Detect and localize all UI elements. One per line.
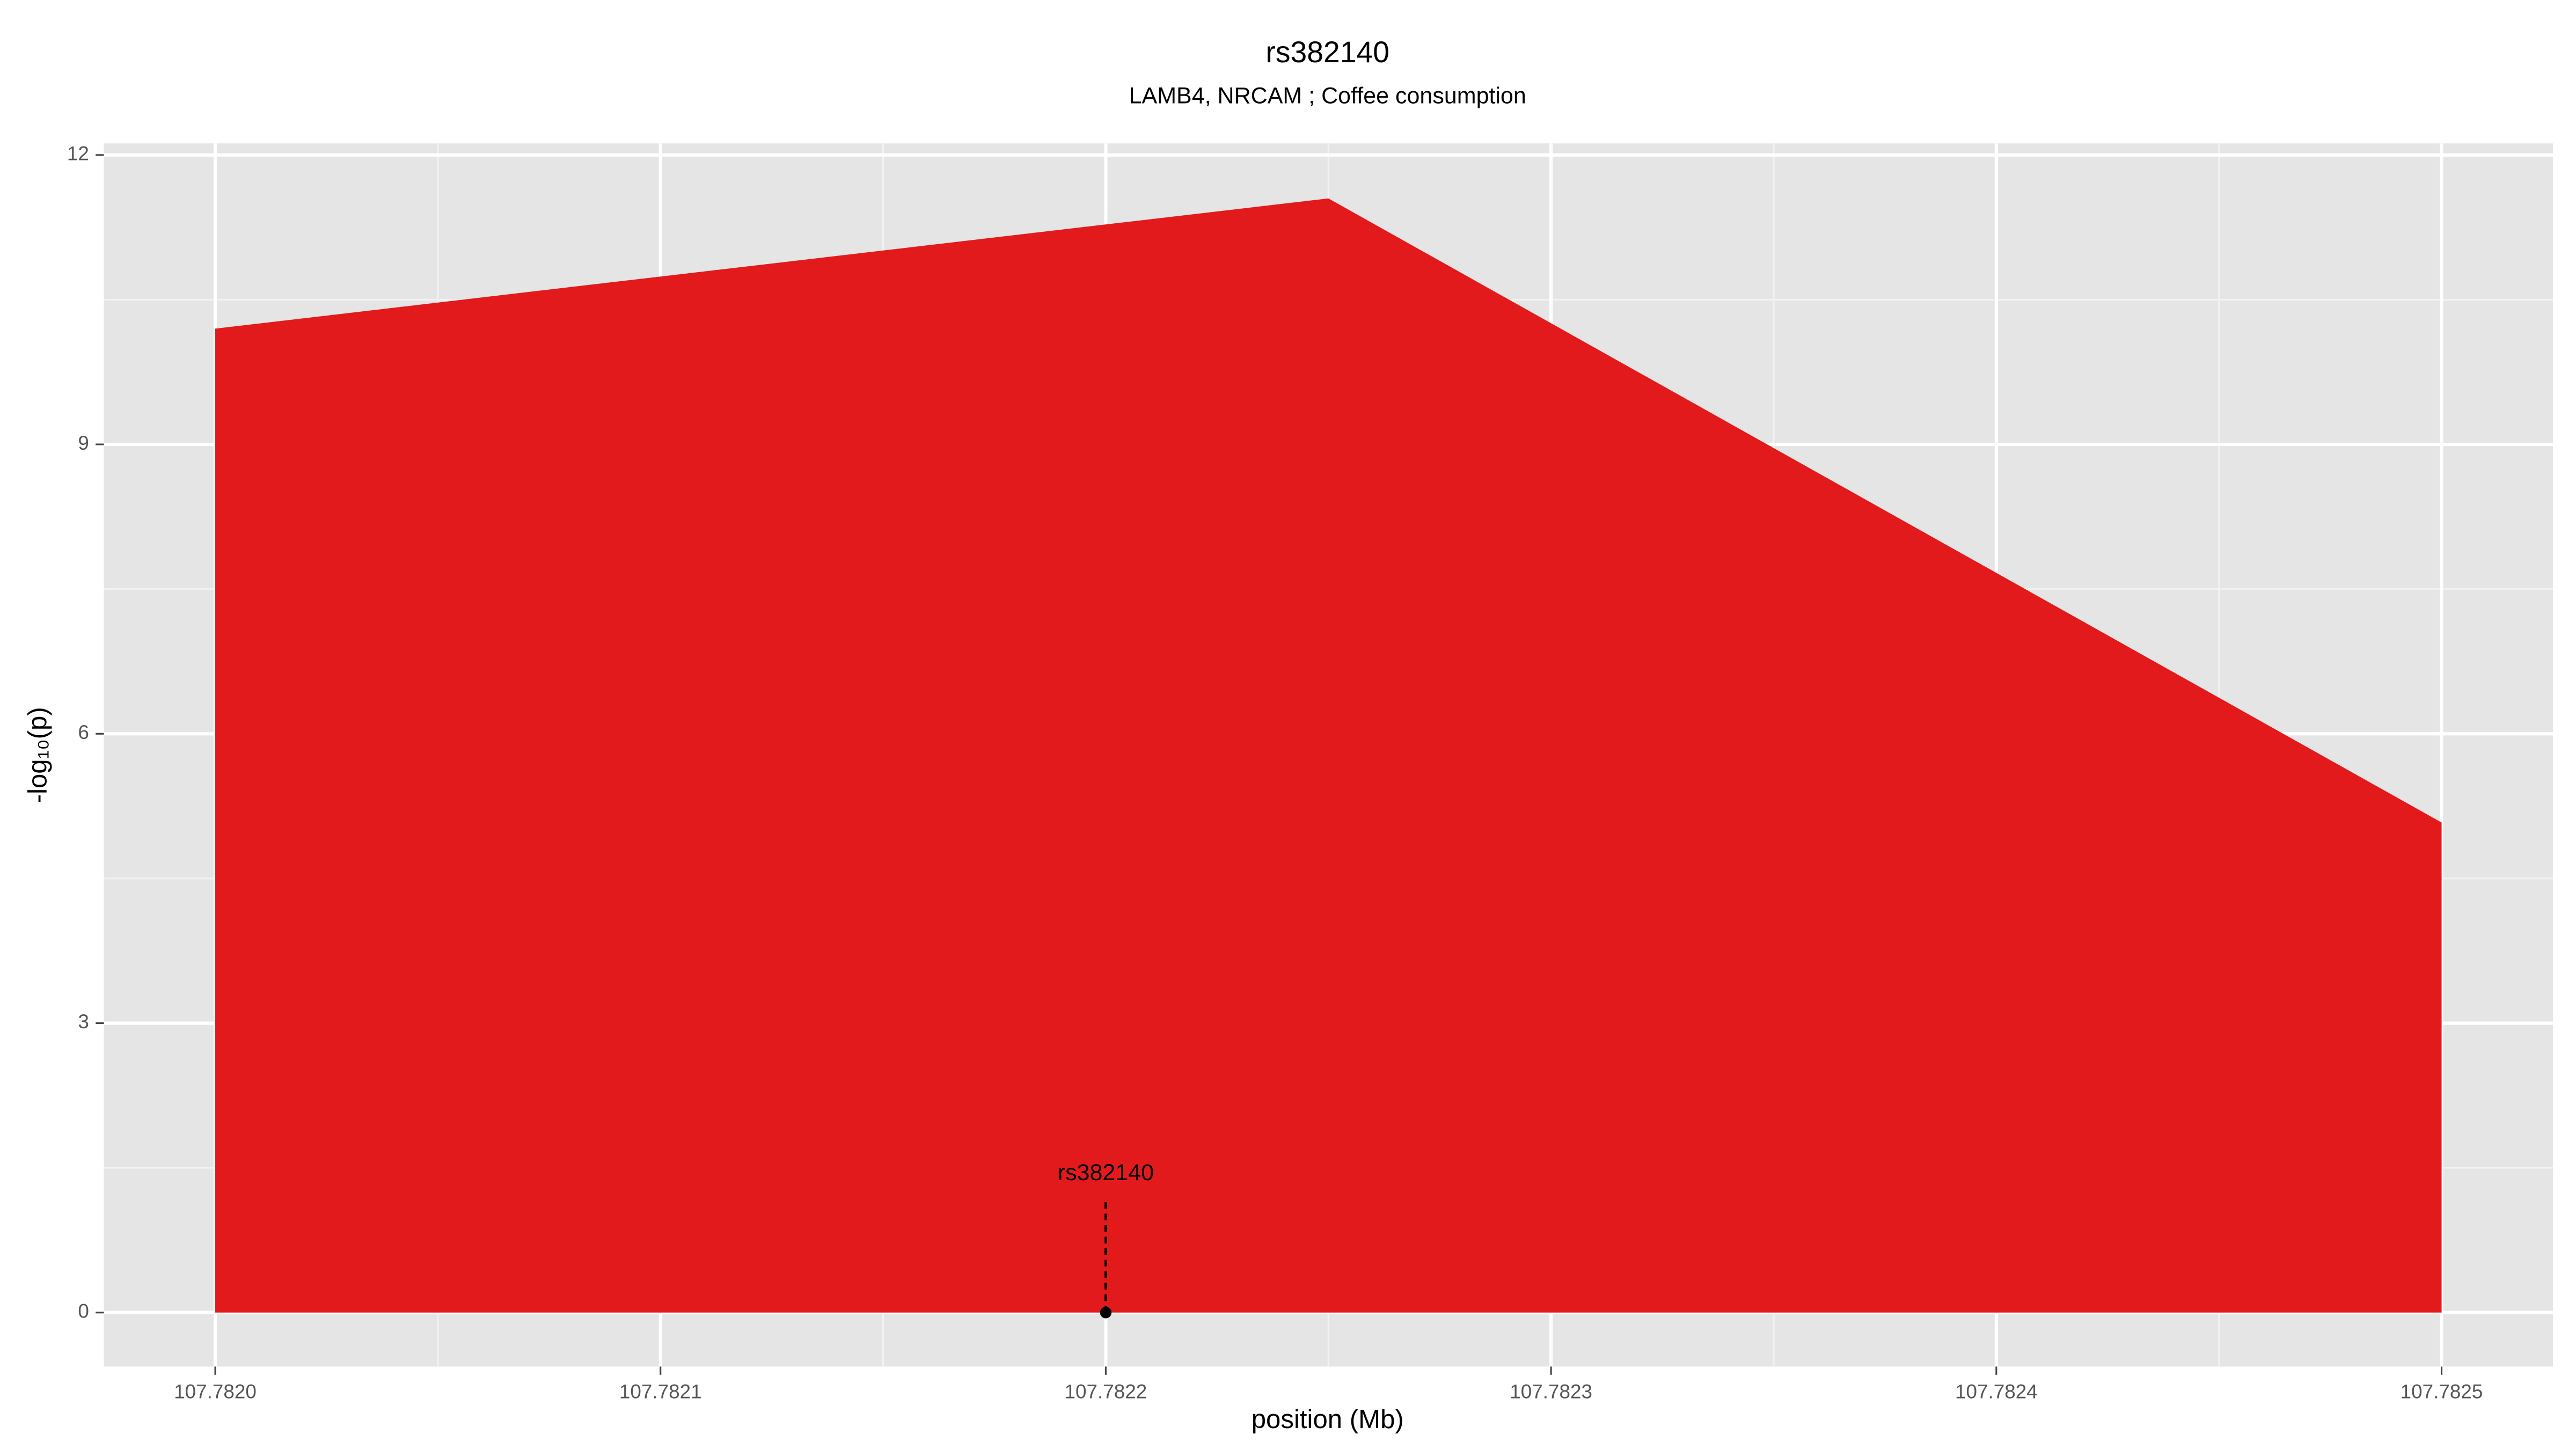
x-tick-label: 107.7824 — [1955, 1380, 2038, 1402]
y-tick-label: 9 — [78, 432, 89, 454]
x-tick-label: 107.7825 — [2401, 1380, 2483, 1402]
x-tick-label: 107.7823 — [1510, 1380, 1592, 1402]
chart-subtitle: LAMB4, NRCAM ; Coffee consumption — [1129, 83, 1526, 109]
annotation-point — [1100, 1307, 1112, 1319]
y-tick-label: 12 — [67, 143, 89, 165]
y-tick-label: 3 — [78, 1011, 89, 1033]
x-tick-label: 107.7822 — [1065, 1380, 1147, 1402]
chart-title: rs382140 — [1265, 35, 1389, 69]
data-layer: rs382140 — [215, 198, 2442, 1319]
area — [215, 198, 2442, 1313]
x-tick-label: 107.7820 — [174, 1380, 257, 1402]
x-axis-label: position (Mb) — [1252, 1405, 1404, 1434]
y-tick-label: 6 — [78, 721, 89, 743]
y-axis-label: -log₁₀(p) — [24, 707, 53, 803]
x-tick-label: 107.7821 — [619, 1380, 702, 1402]
y-tick-label: 0 — [78, 1300, 89, 1322]
annotation-label: rs382140 — [1058, 1160, 1154, 1185]
